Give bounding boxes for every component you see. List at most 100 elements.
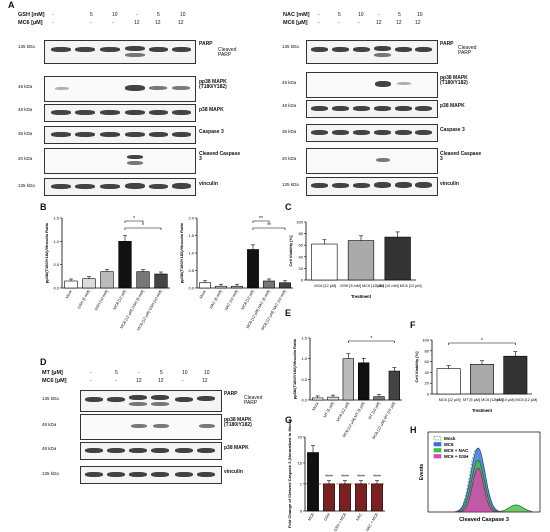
y-tick-label: 0.0 [188, 286, 194, 291]
b-left-bar-4 [118, 241, 132, 289]
c-bar-1 [311, 243, 338, 281]
legend-label-3: MC6 + NAC [444, 448, 469, 453]
mt-lane-1: - [90, 370, 92, 376]
f-significance-1: * [481, 338, 483, 344]
f-bar-3 [503, 355, 528, 395]
b-left-category-label-1: Mock [65, 289, 73, 299]
g-significance-3: **** [357, 475, 365, 481]
f-category-label-1: MC6 [12 µM] [439, 398, 461, 402]
kda-135-vinc-r: 135 kDa [282, 182, 299, 187]
parp-label-d: PARP [224, 391, 238, 397]
f-category-label-2: MT [5 µM] MC6 [12 µM] [463, 398, 503, 402]
mt-lane-4: 5 [160, 370, 163, 376]
b-right-category-label-1: Mock [199, 289, 207, 299]
b-left-significance-2: * [142, 223, 144, 229]
western-blot-parp [44, 40, 196, 64]
g-significance-1: **** [325, 475, 333, 481]
b-left-category-label-4: MC6 [12 µM] [112, 290, 126, 311]
chart-b-left: pp38/(T180/Y182)/Vinculin Ratio 0.0 0.5 1.0… [44, 216, 170, 331]
nac-lane-3: 10 [358, 12, 364, 18]
legend-swatch-2 [433, 442, 442, 447]
pp38-label-a: pp38 MAPK (T180/Y182) [199, 79, 227, 91]
nac-lane-1: - [318, 12, 320, 18]
caspase3-label-nac: Caspase 3 [440, 127, 465, 133]
western-blot-pp38-nac [306, 72, 438, 98]
mc6-d-lane-6: 12 [202, 378, 208, 384]
kda-48-p38: 48 kDa [18, 107, 33, 112]
caspase3-label-a: Caspase 3 [199, 129, 224, 135]
mc6-a-lane-1: - [52, 20, 54, 26]
western-blot-p38-mt [80, 442, 222, 460]
mc6-label-a-right: MC6 [µM] [283, 20, 308, 26]
b-left-significance-1: * [133, 216, 135, 222]
y-axis-label: pp38/(T180/Y182)/Vinculin Ratio [292, 338, 297, 399]
mc6-ar-lane-1: - [318, 20, 320, 26]
e-bar-4 [357, 362, 370, 401]
vinculin-label-a: vinculin [199, 181, 218, 187]
gsh-lane-2: 5 [90, 12, 93, 18]
g-bar-1 [307, 452, 319, 512]
kda-20-ccasp-r: 20 kDa [282, 156, 297, 161]
y-tick-label: 0.5 [301, 377, 307, 382]
y-tick-label: 20 [425, 381, 430, 386]
y-tick-label: 0 [301, 278, 304, 283]
mt-label: MT [µM] [42, 370, 63, 376]
kda-48-pp38-d: 48 kDa [42, 422, 57, 427]
western-blot-p38-nac [306, 100, 438, 118]
b-right-bracket-2 [252, 227, 286, 230]
e-bracket-1 [348, 340, 395, 343]
kda-48-pp38-r: 48 kDa [282, 80, 297, 85]
y-tick-label: 0 [300, 509, 303, 514]
e-bar-2 [327, 396, 339, 401]
panel-label-e: E [285, 308, 292, 318]
b-right-category-label-4: MC6 [12 µM] [240, 290, 254, 311]
mc6-a-lane-5: 12 [155, 20, 161, 26]
g-category-label-1: MC6 [307, 513, 314, 522]
y-tick-label: 1.5 [301, 336, 307, 341]
f-bracket-1 [448, 342, 516, 345]
g-category-label-3: GSH + MC6 [333, 513, 347, 532]
f-category-label-3: MT [10 µM] MC6 [12 µM] [495, 398, 537, 402]
mc6-ar-lane-2: - [338, 20, 340, 26]
mt-lane-5: 10 [182, 370, 188, 376]
c-category-label-1: MC6 [12 µM] [314, 284, 336, 288]
parp-label-a: PARP [199, 41, 213, 47]
y-axis-label: Cell Viability [%] [288, 235, 293, 267]
kda-20-ccasp: 20 kDa [18, 156, 33, 161]
western-blot-pp38-mt [80, 414, 222, 440]
y-axis-label: pp38/(T180/Y182)/Vinculin Ratio [179, 222, 184, 283]
mc6-ar-lane-5: 12 [396, 20, 402, 26]
panel-label-c: C [285, 202, 292, 212]
mc6-a-lane-4: 12 [134, 20, 140, 26]
e-significance-1: * [370, 336, 372, 342]
legend-swatch-4 [433, 454, 442, 459]
western-blot-cleaved-caspase3 [44, 148, 196, 174]
western-blot-vinculin-nac [306, 177, 438, 196]
western-blot-caspase3 [44, 126, 196, 144]
x-axis-label: Cleaved Caspase 3 [459, 517, 509, 523]
mc6-a-lane-3: - [112, 20, 114, 26]
y-tick-label: 40 [425, 370, 430, 375]
g-category-label-5: NAC + MC6 [365, 513, 379, 532]
chart-b-right: pp38/(T180/Y182)/Vinculin Ratio 0.0 0.5 1.0… [179, 216, 293, 331]
b-left-bar-5 [136, 271, 150, 289]
panel-label-g: G [285, 415, 293, 425]
cleaved-caspase3-label-a: Cleaved Caspase 3 [199, 151, 241, 163]
nac-lane-2: 5 [338, 12, 341, 18]
gsh-lane-3: 10 [112, 12, 118, 18]
b-right-category-label-2: NAC [5 mM] [209, 290, 223, 310]
b-right-bar-5 [263, 280, 275, 289]
kda-48-p38-d: 48 kDa [42, 446, 57, 451]
chart-c: Cell Viability [%] 0 20 40 60 80 100 MC6 [12 µM… [288, 220, 422, 300]
mc6-ar-lane-3: - [358, 20, 360, 26]
y-tick-label: 2.0 [188, 216, 194, 221]
vinculin-label-nac: vinculin [440, 181, 459, 187]
nac-label: NAC [mM] [283, 12, 310, 18]
panel-label-h: H [410, 425, 417, 435]
b-left-bracket-1 [124, 220, 144, 223]
y-tick-label: 0.0 [301, 398, 307, 403]
mc6-ar-lane-4: 12 [376, 20, 382, 26]
chart-g: Fold Change of Cleaved Caspase 3 (Normal… [287, 419, 385, 532]
y-tick-label: 100 [296, 220, 303, 225]
